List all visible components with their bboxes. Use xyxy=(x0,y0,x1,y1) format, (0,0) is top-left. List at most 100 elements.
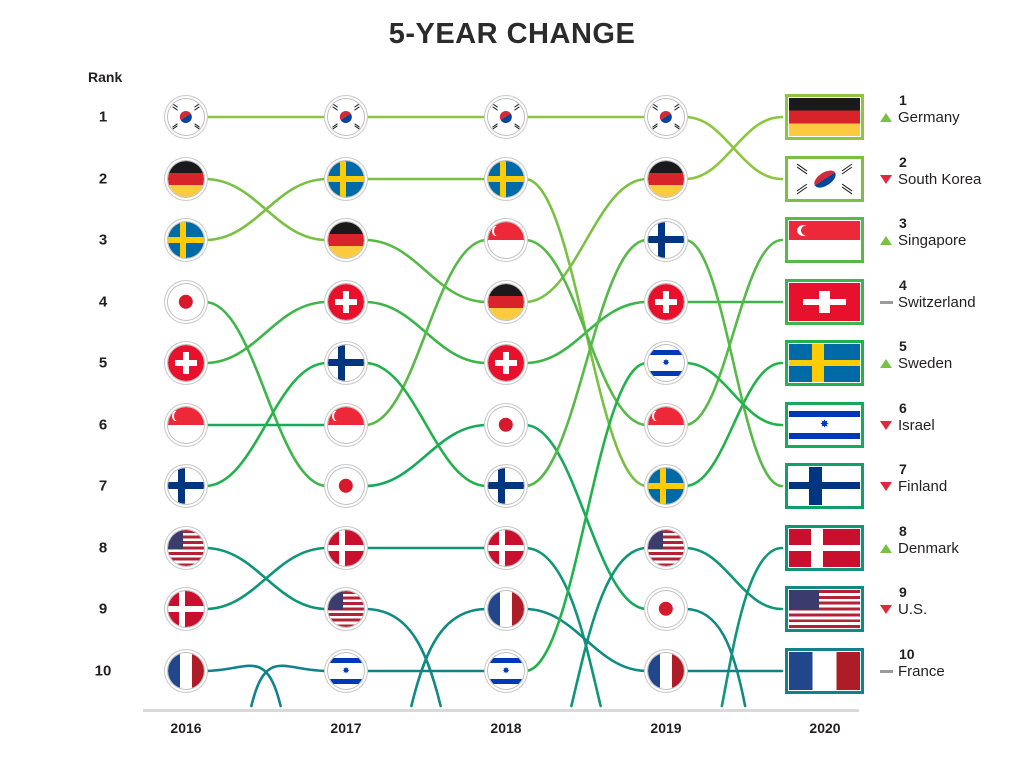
flow-line-jp-2018-2019 xyxy=(523,423,649,611)
final-meta: 4 Switzerland xyxy=(880,278,1024,312)
flow-line-us-2019-2020 xyxy=(683,546,784,611)
flag-node-se-2017[interactable] xyxy=(328,161,364,197)
flag-node-de-2016[interactable] xyxy=(168,161,204,197)
rank-number-6: 6 xyxy=(98,416,108,434)
flag-node-sg-2019[interactable] xyxy=(648,407,684,443)
flag-node-us-2016[interactable] xyxy=(168,530,204,566)
final-meta: 1 Germany xyxy=(880,93,1024,127)
change-same-icon xyxy=(880,665,893,678)
final-meta: 2 South Korea xyxy=(880,155,1024,189)
final-country-name: Singapore xyxy=(898,232,967,249)
flag-node-ch-2018[interactable] xyxy=(488,345,524,381)
flag-node-se-2016[interactable] xyxy=(168,222,204,258)
flag-node-il-2018[interactable]: ✸ xyxy=(488,653,524,689)
flag-node-fi-2019[interactable] xyxy=(648,222,684,258)
flag-node-se-2019[interactable] xyxy=(648,468,684,504)
flag-node-sg-2017[interactable] xyxy=(328,407,364,443)
flow-line-fr-exit-2016 xyxy=(203,664,282,708)
change-down-icon xyxy=(880,419,893,432)
final-rank-number: 2 xyxy=(899,154,907,170)
flag-node-fr-2019[interactable] xyxy=(648,653,684,689)
flow-line-fr-2018-2019 xyxy=(523,607,649,673)
flag-node-kr-2017[interactable] xyxy=(328,99,364,135)
flag-node-kr-2018[interactable] xyxy=(488,99,524,135)
flow-line-de-2016-2017 xyxy=(203,177,329,242)
flow-line-jp-2017-2018 xyxy=(363,423,489,488)
flow-line-fr-enter-2018 xyxy=(410,607,489,708)
flow-line-kr-2019-2020 xyxy=(683,115,784,181)
final-country-name: Sweden xyxy=(898,355,953,372)
flow-line-ch-2018-2019 xyxy=(523,300,649,365)
flag-node-kr-2019[interactable] xyxy=(648,99,684,135)
flag-node-il-2017[interactable]: ✸ xyxy=(328,653,364,689)
year-label-2020: 2020 xyxy=(809,720,841,736)
rank-number-2: 2 xyxy=(98,170,108,188)
flag-node-us-2019[interactable] xyxy=(648,530,684,566)
final-meta: 8 Denmark xyxy=(880,524,1024,558)
flag-node-de-2019[interactable] xyxy=(648,161,684,197)
flow-line-fi-2017-2018 xyxy=(363,361,489,488)
flag-node-ch-2016[interactable] xyxy=(168,345,204,381)
change-down-icon xyxy=(880,603,893,616)
flag-node-jp-2019[interactable] xyxy=(648,591,684,627)
flow-line-ch-2016-2017 xyxy=(203,300,329,365)
final-meta: 3 Singapore xyxy=(880,216,1024,250)
change-up-icon xyxy=(880,111,893,124)
change-up-icon xyxy=(880,542,893,555)
change-up-icon xyxy=(880,234,893,247)
flow-line-jp-2016-2017 xyxy=(203,300,329,488)
final-country-name: Germany xyxy=(898,109,960,126)
flag-node-fi-2018[interactable] xyxy=(488,468,524,504)
flow-line-il-2019-2020 xyxy=(683,361,784,427)
flag-node-sg-2018[interactable] xyxy=(488,222,524,258)
flag-node-ch-2019[interactable] xyxy=(648,284,684,320)
flow-line-us-enter-2019 xyxy=(570,546,649,708)
final-rank-number: 9 xyxy=(899,584,907,600)
flow-line-de-2018-2019 xyxy=(523,177,649,304)
final-flag-ch xyxy=(785,279,864,325)
flag-node-se-2018[interactable] xyxy=(488,161,524,197)
final-country-name: Denmark xyxy=(898,540,959,557)
year-label-2016: 2016 xyxy=(170,720,202,736)
flag-node-ch-2017[interactable] xyxy=(328,284,364,320)
rank-number-8: 8 xyxy=(98,539,108,557)
flag-node-il-2019[interactable]: ✸ xyxy=(648,345,684,381)
final-rank-number: 8 xyxy=(899,523,907,539)
flow-line-il-enter-2017 xyxy=(250,664,329,708)
final-country-name: Finland xyxy=(898,478,948,495)
flag-node-dk-2017[interactable] xyxy=(328,530,364,566)
final-country-name: South Korea xyxy=(898,171,982,188)
flow-line-de-2019-2020 xyxy=(683,115,784,181)
final-rank-number: 1 xyxy=(899,92,907,108)
final-rank-number: 6 xyxy=(899,400,907,416)
flag-node-kr-2016[interactable] xyxy=(168,99,204,135)
final-meta: 10 France xyxy=(880,647,1024,681)
rank-number-7: 7 xyxy=(98,477,108,495)
flag-node-dk-2016[interactable] xyxy=(168,591,204,627)
flow-line-ch-2017-2018 xyxy=(363,300,489,365)
flag-node-fr-2016[interactable] xyxy=(168,653,204,689)
final-flag-sg xyxy=(785,217,864,263)
final-flag-se xyxy=(785,340,864,386)
flow-line-us-2016-2017 xyxy=(203,546,329,611)
final-flag-dk xyxy=(785,525,864,571)
flag-node-de-2018[interactable] xyxy=(488,284,524,320)
flag-node-de-2017[interactable] xyxy=(328,222,364,258)
rank-number-3: 3 xyxy=(98,231,108,249)
final-country-name: France xyxy=(898,663,945,680)
flag-node-us-2017[interactable] xyxy=(328,591,364,627)
flag-node-fi-2017[interactable] xyxy=(328,345,364,381)
flag-node-sg-2016[interactable] xyxy=(168,407,204,443)
year-label-2019: 2019 xyxy=(650,720,682,736)
flag-node-jp-2016[interactable] xyxy=(168,284,204,320)
flag-node-fi-2016[interactable] xyxy=(168,468,204,504)
final-flag-fr xyxy=(785,648,864,694)
flag-node-jp-2017[interactable] xyxy=(328,468,364,504)
year-label-2017: 2017 xyxy=(330,720,362,736)
final-rank-number: 7 xyxy=(899,461,907,477)
flag-node-dk-2018[interactable] xyxy=(488,530,524,566)
flag-node-jp-2018[interactable] xyxy=(488,407,524,443)
final-rank-number: 5 xyxy=(899,338,907,354)
flag-node-fr-2018[interactable] xyxy=(488,591,524,627)
flow-line-fi-2019-2020 xyxy=(683,238,784,488)
